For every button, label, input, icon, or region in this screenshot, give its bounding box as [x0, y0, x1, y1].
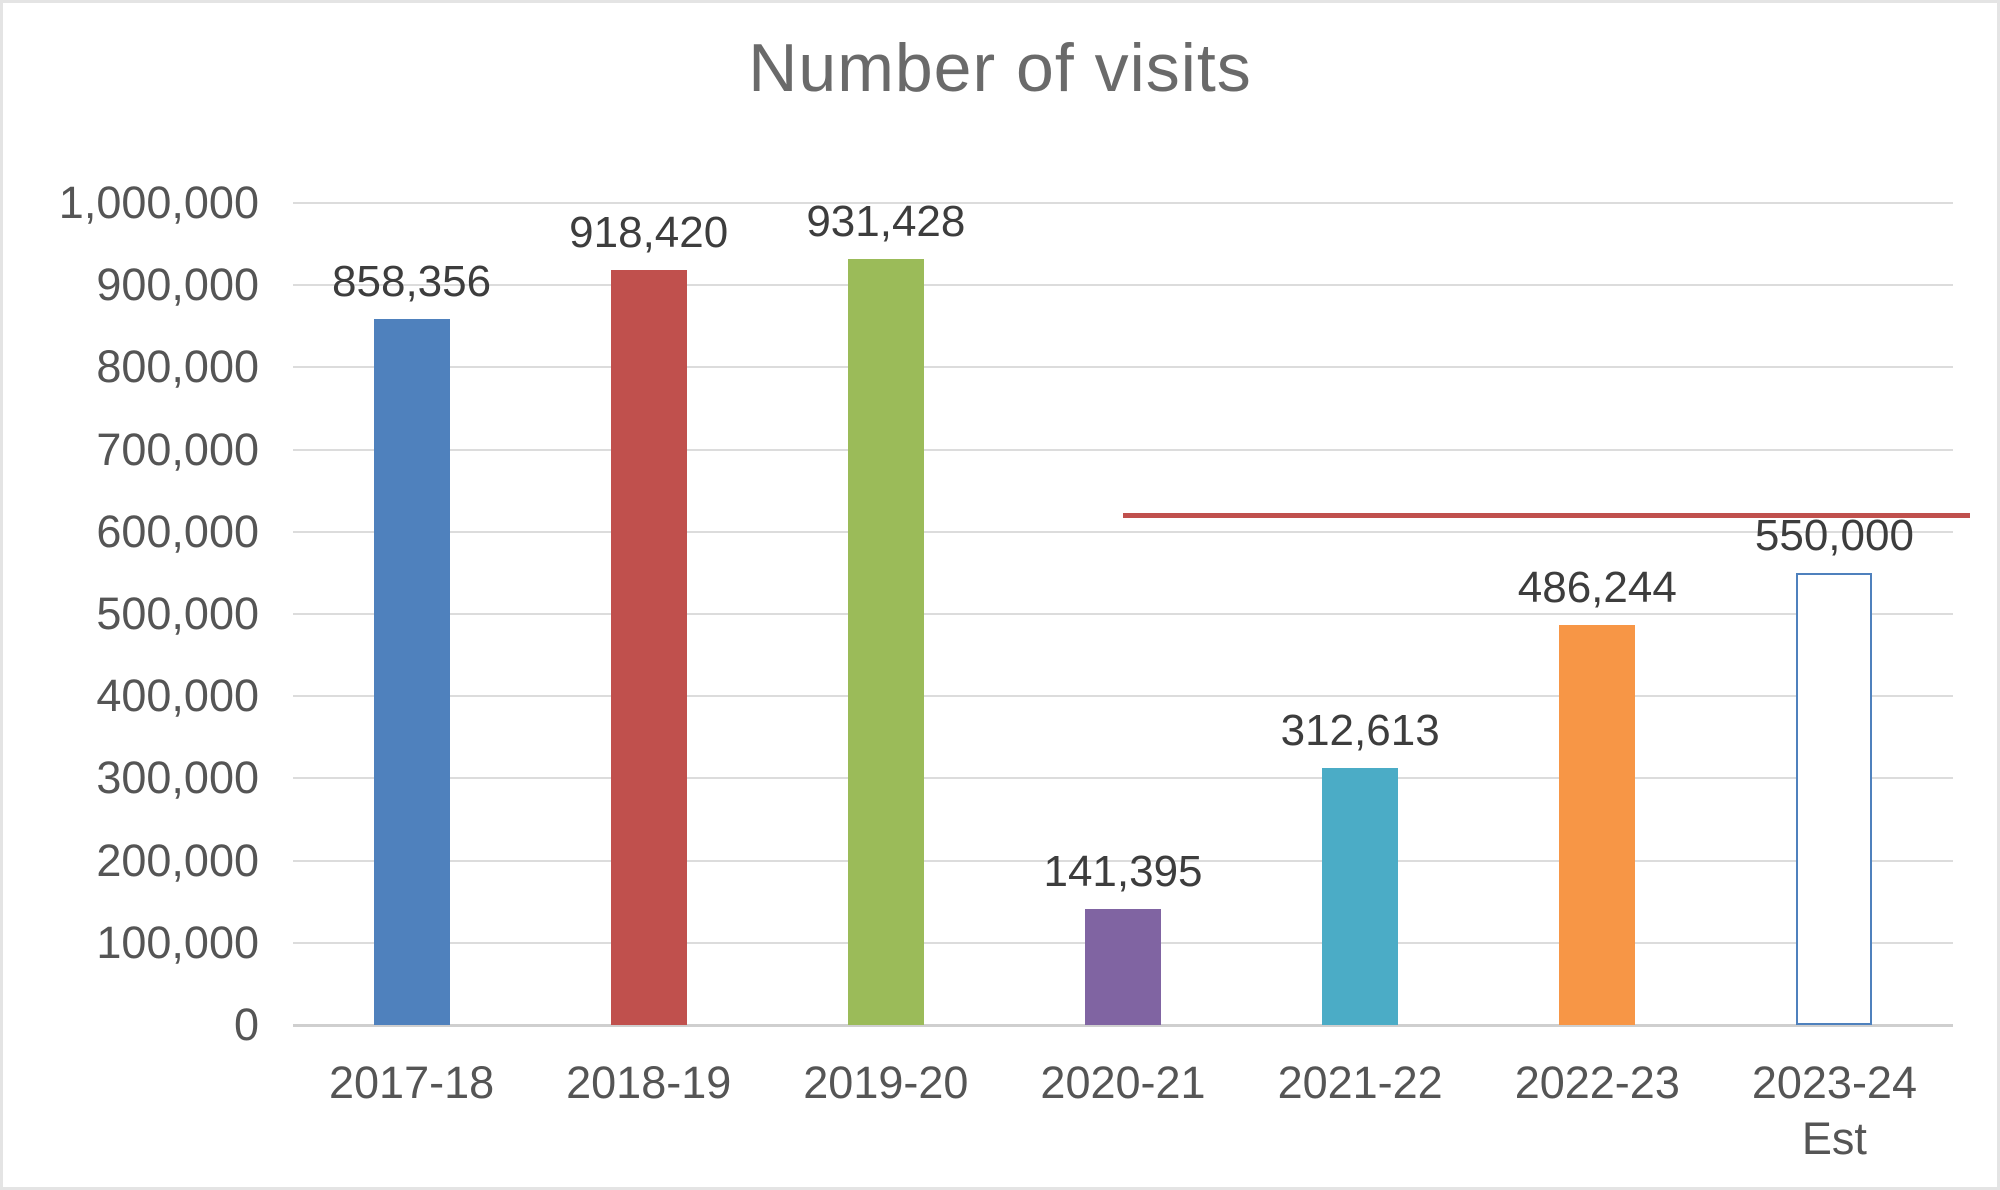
y-axis-tick-label: 500,000: [96, 588, 259, 639]
bar-2020-21: [1085, 908, 1161, 1025]
y-axis-tick-label: 700,000: [96, 423, 259, 475]
x-axis-label-line2: Est: [1801, 1113, 1867, 1164]
bar-data-label: 858,356: [332, 257, 492, 307]
y-axis-tick-label: 400,000: [96, 670, 259, 722]
x-axis-label: 2020-21: [1040, 1057, 1206, 1108]
plot-area: 858,356 2017-18 918,420 2018-19 931,428 2019-…: [293, 197, 1970, 1164]
gridline: [293, 448, 1953, 451]
gridline: [293, 530, 1953, 533]
gridline: [293, 859, 1953, 862]
y-axis-tick-label: 200,000: [96, 834, 259, 886]
bar-data-label: 486,244: [1517, 563, 1677, 613]
bar-data-label: 550,000: [1754, 510, 1914, 560]
bar-2019-20: [847, 259, 924, 1025]
gridline: [293, 366, 1953, 369]
bar-2023-24: [1796, 572, 1873, 1025]
gridline: [293, 777, 1953, 780]
bar-data-label: 141,395: [1043, 846, 1203, 896]
x-axis-line: [293, 1024, 1953, 1027]
y-axis-tick-label: 0: [233, 999, 259, 1050]
y-axis-tick-label: 900,000: [96, 259, 259, 311]
x-axis-label: 2017-18: [329, 1057, 495, 1108]
x-axis-label: 2018-19: [566, 1057, 732, 1108]
bar-data-label: 312,613: [1280, 706, 1440, 756]
gridline: [293, 613, 1953, 615]
x-axis-label: 2023-24 Est: [1684, 1055, 1984, 1167]
bar-2022-23: [1559, 625, 1636, 1025]
x-axis-label: 2022-23: [1514, 1057, 1680, 1108]
bar-2017-18: [373, 319, 450, 1025]
y-axis-tick-label: 800,000: [96, 341, 259, 393]
x-axis-label: 2021-22: [1277, 1057, 1443, 1108]
reference-line: [1123, 513, 1970, 519]
gridline: [293, 284, 1953, 287]
y-axis-tick-label: 1,000,000: [58, 177, 259, 228]
bar-data-label: 931,428: [806, 197, 966, 247]
bar-2018-19: [610, 270, 687, 1025]
bar-2021-22: [1322, 768, 1399, 1025]
y-axis-tick-label: 600,000: [96, 505, 259, 557]
y-axis-tick-label: 100,000: [96, 916, 259, 968]
gridline: [293, 695, 1953, 698]
bar-data-label: 918,420: [569, 208, 729, 258]
gridline: [293, 202, 1953, 204]
x-axis-label: 2019-20: [803, 1057, 969, 1108]
y-axis-tick-label: 300,000: [96, 752, 259, 804]
chart-title: Number of visits: [748, 30, 1252, 106]
